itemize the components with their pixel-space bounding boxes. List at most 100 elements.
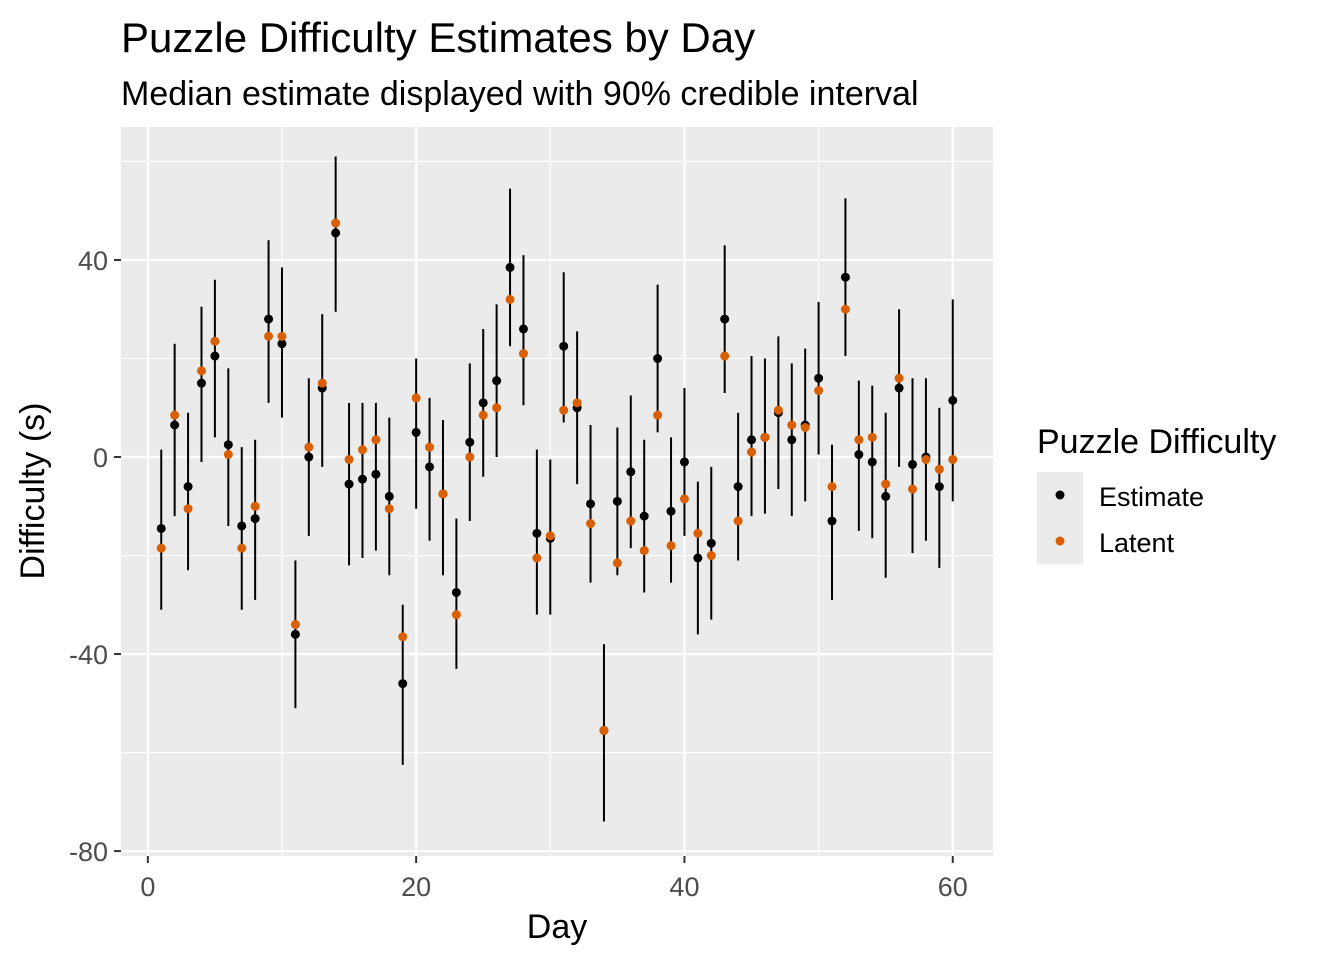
latent-point	[679, 494, 689, 504]
latent-point	[626, 516, 636, 526]
latent-point	[532, 553, 542, 563]
latent-point	[948, 454, 958, 464]
legend-label-estimate: Estimate	[1099, 482, 1204, 512]
estimate-point	[518, 324, 528, 334]
axis-ticks: 0 20 40 60 -80 -40 0 40	[69, 246, 968, 902]
estimate-point	[357, 474, 367, 484]
estimate-point	[492, 376, 502, 386]
latent-point	[840, 304, 850, 314]
estimate-point	[733, 482, 743, 492]
estimate-point	[854, 450, 864, 460]
legend: Puzzle Difficulty Estimate Latent	[1037, 423, 1276, 564]
latent-point	[854, 435, 864, 445]
grid-lines	[121, 127, 993, 856]
latent-point	[867, 432, 877, 442]
estimate-point	[532, 528, 542, 538]
latent-point	[720, 351, 730, 361]
latent-point	[478, 410, 488, 420]
y-tick-label: 40	[78, 246, 108, 276]
latent-point	[545, 531, 555, 541]
latent-point	[881, 479, 891, 489]
estimate-point	[371, 469, 381, 479]
estimate-point	[666, 506, 676, 516]
estimate-point	[639, 511, 649, 521]
x-tick-label: 60	[938, 872, 968, 902]
x-tick-label: 0	[140, 872, 155, 902]
latent-point	[156, 543, 166, 553]
y-tick-label: 0	[93, 443, 108, 473]
latent-point	[572, 398, 582, 408]
estimate-point	[626, 467, 636, 477]
latent-point	[398, 632, 408, 642]
latent-point	[371, 435, 381, 445]
x-axis-title: Day	[527, 908, 587, 946]
latent-point	[505, 294, 515, 304]
latent-point	[183, 504, 193, 514]
estimate-point	[170, 420, 180, 430]
legend-title: Puzzle Difficulty	[1037, 423, 1276, 461]
latent-point	[290, 619, 300, 629]
latent-point	[733, 516, 743, 526]
latent-point	[492, 403, 502, 413]
latent-point	[908, 484, 918, 494]
estimate-point	[398, 679, 408, 689]
estimate-point	[787, 435, 797, 445]
estimate-point	[250, 514, 260, 524]
estimate-point	[747, 435, 757, 445]
latent-point	[518, 349, 528, 359]
estimate-point	[264, 314, 274, 324]
latent-point	[666, 541, 676, 551]
latent-point	[237, 543, 247, 553]
chart-title: Puzzle Difficulty Estimates by Day	[121, 14, 755, 61]
latent-point	[425, 442, 435, 452]
latent-point	[894, 373, 904, 383]
latent-point	[357, 445, 367, 455]
estimate-point	[881, 491, 891, 501]
estimate-point	[237, 521, 247, 531]
latent-point	[934, 464, 944, 474]
latent-point	[747, 447, 757, 457]
latent-point	[344, 454, 354, 464]
latent-point	[304, 442, 314, 452]
estimate-point	[706, 538, 716, 548]
y-tick-label: -40	[69, 640, 108, 670]
estimate-point	[948, 395, 958, 405]
latent-point	[787, 420, 797, 430]
y-axis-title: Difficulty (s)	[14, 403, 52, 580]
latent-point	[612, 558, 622, 568]
estimate-point	[290, 629, 300, 639]
y-tick-label: -80	[69, 837, 108, 867]
latent-point	[465, 452, 475, 462]
legend-label-latent: Latent	[1099, 528, 1175, 558]
estimate-point	[196, 378, 206, 388]
latent-point	[586, 519, 596, 529]
estimate-point	[894, 383, 904, 393]
estimate-point	[304, 452, 314, 462]
estimate-point	[612, 496, 622, 506]
estimate-point	[451, 587, 461, 597]
estimate-point	[653, 354, 663, 364]
estimate-point	[908, 459, 918, 469]
estimate-point	[505, 262, 515, 272]
latent-point	[706, 551, 716, 561]
latent-point	[693, 528, 703, 538]
latent-point	[438, 489, 448, 499]
latent-point	[639, 546, 649, 556]
latent-point	[559, 405, 569, 415]
latent-point	[170, 410, 180, 420]
estimate-point	[277, 339, 287, 349]
x-tick-label: 20	[401, 872, 431, 902]
estimate-point	[720, 314, 730, 324]
estimate-point	[840, 272, 850, 282]
legend-dot-estimate	[1055, 490, 1065, 500]
estimate-point	[465, 437, 475, 447]
estimate-point	[344, 479, 354, 489]
latent-point	[277, 331, 287, 341]
latent-point	[264, 331, 274, 341]
estimate-point	[693, 553, 703, 563]
latent-point	[760, 432, 770, 442]
estimate-point	[331, 228, 341, 238]
latent-point	[411, 393, 421, 403]
estimate-point	[384, 491, 394, 501]
